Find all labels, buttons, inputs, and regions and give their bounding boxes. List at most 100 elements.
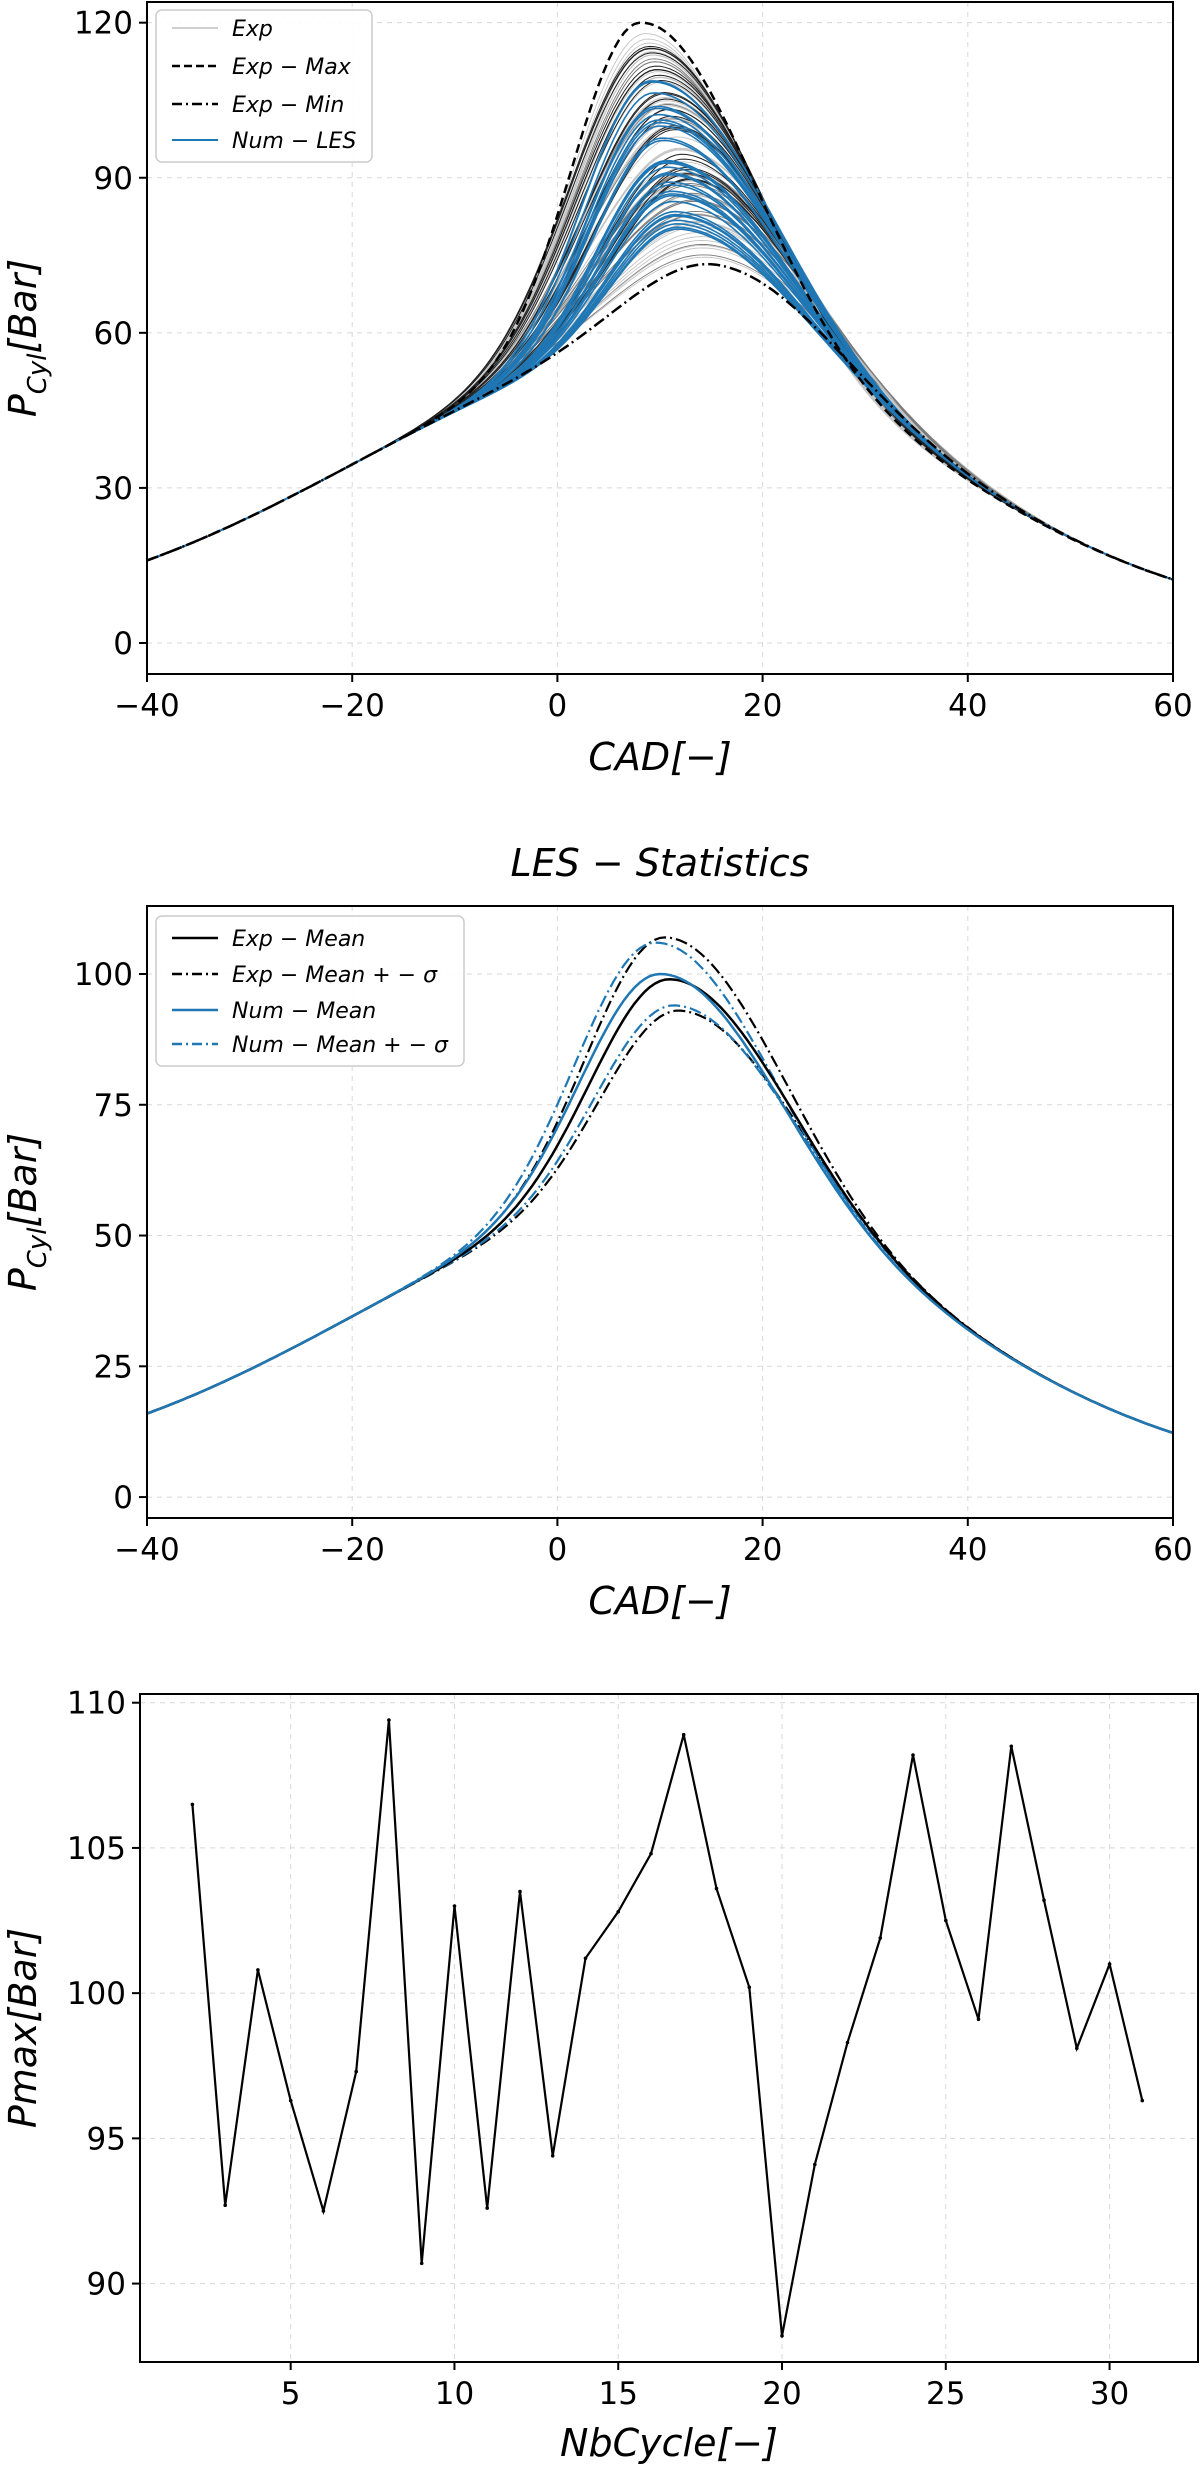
legend1-label-num-les: Num − LES	[232, 129, 356, 154]
chart3-ytick-label: 95	[87, 2121, 126, 2157]
exp-cycle-line	[146, 225, 1174, 580]
chart1-xtick-label: −20	[319, 688, 384, 724]
chart-pmax-per-cycle: 5 10 15 20 25 30 90 95 100 105 110 NbCycle[−] Pmax…	[1, 1686, 1199, 2465]
chart2-legend-box	[155, 915, 465, 1067]
chart1-lines	[146, 21, 1174, 581]
pmax-point	[681, 1732, 686, 1737]
num-mean-sigma-line	[146, 1004, 1174, 1434]
num-mean-sigma-line	[146, 941, 1174, 1434]
chart-les-statistics: LES − Statistics −40 −20 0 20 40 60 0 25 50 75 100…	[1, 841, 1193, 1623]
chart1-xtick-label: 40	[948, 688, 987, 724]
legend2-label-num-sigma: Num − Mean + − σ	[232, 1033, 449, 1058]
chart1-ytick-label: 90	[94, 161, 133, 197]
chart3-xlabel: NbCycle[−]	[560, 2421, 778, 2465]
pmax-point	[616, 1910, 620, 1914]
chart3-ticks: 5 10 15 20 25 30 90 95 100 105 110	[67, 1686, 1129, 2412]
chart3-xtick-label: 15	[599, 2376, 638, 2412]
chart1-ylabel: PCyl[Bar]	[1, 259, 53, 417]
chart1-ytick-label: 120	[74, 6, 133, 42]
exp-cycle-line	[146, 236, 1174, 580]
exp-cycle-line	[146, 149, 1174, 580]
pmax-point	[845, 2040, 850, 2045]
pmax-point	[518, 1889, 522, 1894]
exp-cycle-line	[146, 174, 1174, 580]
exp-cycle-line	[146, 214, 1174, 580]
chart3-ytick-label: 110	[67, 1686, 126, 1722]
pmax-point	[387, 1718, 391, 1722]
exp-cycle-line-dark	[146, 153, 1174, 580]
exp-cycle-line	[146, 174, 1174, 580]
pmax-point	[288, 2098, 293, 2103]
pmax-point	[256, 1968, 260, 1972]
pmax-point	[190, 1802, 195, 1807]
chart3-grid	[140, 1694, 1198, 2362]
chart1-legend-box	[155, 9, 373, 163]
exp-cycle-line	[146, 136, 1174, 580]
pmax-point	[1042, 1898, 1046, 1902]
exp-cycle-line	[146, 183, 1174, 580]
exp-cycle-line	[146, 256, 1174, 580]
exp-cycle-line	[146, 223, 1174, 580]
chart-cylinder-pressure-traces: −40 −20 0 20 40 60 0 30 60 90 120 CAD[−] PCyl[Bar]…	[1, 1, 1193, 779]
pmax-point	[944, 1918, 948, 1923]
exp-cycle-line	[146, 220, 1174, 580]
num-les-line	[146, 181, 1174, 581]
chart2-xlabel: CAD[−]	[588, 1579, 731, 1623]
exp-cycle-line	[146, 231, 1174, 580]
pmax-series-line	[191, 1719, 1144, 2337]
pmax-point	[1140, 2098, 1145, 2103]
chart1-ytick-label: 0	[113, 626, 133, 662]
chart3-ytick-label: 90	[87, 2267, 126, 2303]
exp-cycle-line	[146, 254, 1174, 580]
exp-cycle-line	[146, 239, 1174, 580]
chart1-ytick-label: 30	[94, 471, 133, 507]
num-les-line	[146, 215, 1174, 581]
legend1-label-exp-max: Exp − Max	[232, 55, 352, 80]
pmax-point	[583, 1956, 588, 1961]
pmax-point	[976, 2017, 981, 2022]
num-les-line	[146, 219, 1174, 581]
chart3-ytick-label: 105	[67, 1831, 126, 1867]
chart3-xtick-label: 10	[435, 2376, 474, 2412]
legend2-label-exp-mean: Exp − Mean	[232, 927, 365, 952]
chart2-xtick-label: 20	[743, 1532, 782, 1568]
chart2-ylabel: PCyl[Bar]	[1, 1133, 53, 1291]
chart3-frame	[139, 1693, 1199, 2363]
exp-cycle-line	[146, 244, 1174, 580]
chart3-xtick-label: 20	[762, 2376, 801, 2412]
chart2-ticks: −40 −20 0 20 40 60 0 25 50 75 100	[74, 957, 1193, 1568]
exp-cycle-line	[146, 221, 1174, 580]
legend2-label-exp-sigma: Exp − Mean + − σ	[232, 963, 438, 988]
pmax-point	[223, 2203, 227, 2207]
chart3-xtick-label: 5	[281, 2376, 301, 2412]
num-les-line	[146, 226, 1174, 581]
exp-cycle-line-dark	[146, 179, 1174, 580]
chart2-legend: Exp − Mean Exp − Mean + − σ Num − Mean N…	[155, 915, 465, 1067]
num-les-line	[146, 183, 1174, 581]
chart2-xtick-label: 0	[548, 1532, 568, 1568]
exp-cycle-line	[146, 180, 1174, 580]
chart3-ylabel: Pmax[Bar]	[1, 1928, 45, 2128]
pmax-point	[878, 1936, 883, 1940]
chart1-ticks: −40 −20 0 20 40 60 0 30 60 90 120	[74, 6, 1193, 724]
exp-cycle-line	[146, 213, 1174, 580]
chart2-xtick-label: −40	[114, 1532, 179, 1568]
chart1-xtick-label: 20	[743, 688, 782, 724]
pmax-point	[780, 2334, 784, 2338]
chart3-xtick-label: 30	[1090, 2376, 1129, 2412]
exp-cycle-line	[146, 193, 1174, 580]
chart1-grid	[146, 2, 1174, 674]
exp-min-line	[146, 262, 1174, 581]
legend1-label-exp: Exp	[232, 17, 273, 42]
chart1-frame	[146, 1, 1174, 675]
chart2-xtick-label: 40	[948, 1532, 987, 1568]
chart1-xtick-label: 0	[548, 688, 568, 724]
chart3-xtick-label: 25	[926, 2376, 965, 2412]
exp-cycle-line-dark	[146, 168, 1174, 580]
chart1-xtick-label: 60	[1153, 688, 1192, 724]
chart1-ytick-label: 60	[94, 316, 133, 352]
chart2-xtick-label: 60	[1153, 1532, 1192, 1568]
chart2-ytick-label: 50	[94, 1219, 133, 1255]
chart2-lines	[146, 936, 1174, 1435]
